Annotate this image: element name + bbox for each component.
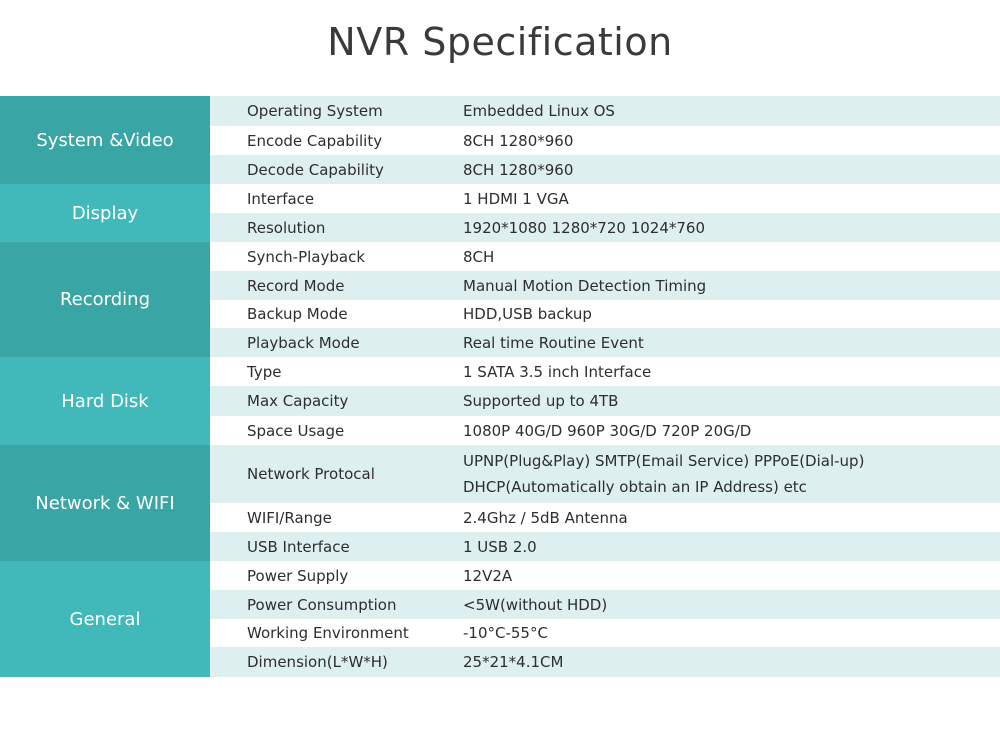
spec-row: WIFI/Range 2.4Ghz / 5dB Antenna bbox=[210, 503, 1000, 532]
spec-name: Playback Mode bbox=[247, 333, 360, 352]
group-label: General bbox=[0, 561, 210, 677]
spec-value-line: 2.4Ghz / 5dB Antenna bbox=[463, 508, 628, 527]
spec-name: Space Usage bbox=[247, 421, 345, 440]
spec-value-line: 1080P 40G/D 960P 30G/D 720P 20G/D bbox=[463, 421, 752, 440]
group-label: Hard Disk bbox=[0, 357, 210, 445]
spec-value: 1 SATA 3.5 inch Interface bbox=[463, 359, 1000, 385]
spec-value: 8CH bbox=[463, 244, 1000, 270]
spec-row: Interface 1 HDMI 1 VGA bbox=[210, 184, 1000, 213]
spec-value: 12V2A bbox=[463, 563, 1000, 589]
spec-value-line: 25*21*4.1CM bbox=[463, 653, 564, 671]
spec-value: -10°C-55°C bbox=[463, 620, 1000, 646]
spec-name: Resolution bbox=[247, 218, 326, 237]
spec-value: Supported up to 4TB bbox=[463, 388, 1000, 414]
spec-value: 2.4Ghz / 5dB Antenna bbox=[463, 505, 1000, 531]
spec-value: Embedded Linux OS bbox=[463, 98, 1000, 124]
spec-row: Playback Mode Real time Routine Event bbox=[210, 328, 1000, 357]
spec-name: Max Capacity bbox=[247, 392, 349, 410]
spec-group-recording: Recording Synch-Playback 8CH Record Mode… bbox=[0, 242, 1000, 357]
group-label: System &Video bbox=[0, 96, 210, 184]
spec-group-general: General Power Supply 12V2A Power Consump… bbox=[0, 561, 1000, 677]
spec-row: Decode Capability 8CH 1280*960 bbox=[210, 155, 1000, 184]
spec-value-line: 12V2A bbox=[463, 566, 513, 585]
spec-name: Power Consumption bbox=[247, 595, 397, 614]
spec-value: 8CH 1280*960 bbox=[463, 128, 1000, 154]
spec-row: Encode Capability 8CH 1280*960 bbox=[210, 126, 1000, 155]
spec-row: Network Protocal UPNP(Plug&Play) SMTP(Em… bbox=[210, 445, 1000, 503]
spec-name: Network Protocal bbox=[247, 465, 375, 483]
group-label: Display bbox=[0, 184, 210, 242]
spec-row: Power Supply 12V2A bbox=[210, 561, 1000, 590]
spec-row: Synch-Playback 8CH bbox=[210, 242, 1000, 271]
spec-value-line: 8CH bbox=[463, 247, 495, 266]
spec-name: Record Mode bbox=[247, 276, 345, 295]
spec-row: Dimension(L*W*H) 25*21*4.1CM bbox=[210, 647, 1000, 677]
spec-value: Real time Routine Event bbox=[463, 330, 1000, 356]
spec-value: Manual Motion Detection Timing bbox=[463, 273, 1000, 299]
spec-name: Dimension(L*W*H) bbox=[247, 653, 388, 671]
spec-value: UPNP(Plug&Play) SMTP(Email Service) PPPo… bbox=[463, 448, 1000, 500]
spec-name: Operating System bbox=[247, 102, 383, 120]
spec-value-line: 8CH 1280*960 bbox=[463, 160, 574, 179]
spec-row: Backup Mode HDD,USB backup bbox=[210, 300, 1000, 328]
spec-value-line: 1 SATA 3.5 inch Interface bbox=[463, 362, 652, 381]
spec-row: Resolution 1920*1080 1280*720 1024*760 bbox=[210, 213, 1000, 242]
spec-value: 1 HDMI 1 VGA bbox=[463, 186, 1000, 212]
spec-name: Power Supply bbox=[247, 566, 349, 585]
spec-group-network-wifi: Network & WIFI Network Protocal UPNP(Plu… bbox=[0, 445, 1000, 561]
spec-value-line: Real time Routine Event bbox=[463, 333, 644, 352]
spec-value: 1080P 40G/D 960P 30G/D 720P 20G/D bbox=[463, 418, 1000, 444]
page-title: NVR Specification bbox=[327, 20, 673, 64]
spec-row: Type 1 SATA 3.5 inch Interface bbox=[210, 357, 1000, 386]
spec-value-line: 1 USB 2.0 bbox=[463, 537, 537, 556]
spec-row: Working Environment -10°C-55°C bbox=[210, 619, 1000, 647]
group-label: Recording bbox=[0, 242, 210, 357]
spec-value: HDD,USB backup bbox=[463, 301, 1000, 327]
spec-value: 1 USB 2.0 bbox=[463, 534, 1000, 560]
spec-value: 25*21*4.1CM bbox=[463, 649, 1000, 675]
spec-name: Working Environment bbox=[247, 624, 409, 642]
spec-value-line: UPNP(Plug&Play) SMTP(Email Service) PPPo… bbox=[463, 452, 865, 470]
spec-value: 8CH 1280*960 bbox=[463, 157, 1000, 183]
spec-group-display: Display Interface 1 HDMI 1 VGA Resolutio… bbox=[0, 184, 1000, 242]
spec-name: Type bbox=[247, 362, 282, 381]
spec-value-line: <5W(without HDD) bbox=[463, 595, 608, 614]
spec-value-line: Embedded Linux OS bbox=[463, 102, 615, 120]
spec-value: 1920*1080 1280*720 1024*760 bbox=[463, 215, 1000, 241]
spec-group-system-video: System &Video Operating System Embedded … bbox=[0, 96, 1000, 184]
spec-row: USB Interface 1 USB 2.0 bbox=[210, 532, 1000, 561]
spec-value-line: 1 HDMI 1 VGA bbox=[463, 189, 569, 208]
spec-row: Max Capacity Supported up to 4TB bbox=[210, 386, 1000, 416]
spec-value-line: Manual Motion Detection Timing bbox=[463, 276, 707, 295]
spec-name: USB Interface bbox=[247, 537, 350, 556]
group-label: Network & WIFI bbox=[0, 445, 210, 561]
spec-value-line: Supported up to 4TB bbox=[463, 392, 619, 410]
spec-name: Decode Capability bbox=[247, 160, 384, 179]
spec-value-line: DHCP(Automatically obtain an IP Address)… bbox=[463, 478, 807, 496]
spec-value-line: HDD,USB backup bbox=[463, 305, 592, 323]
spec-row: Space Usage 1080P 40G/D 960P 30G/D 720P … bbox=[210, 416, 1000, 445]
spec-value-line: -10°C-55°C bbox=[463, 624, 548, 642]
spec-name: Backup Mode bbox=[247, 305, 348, 323]
spec-row: Operating System Embedded Linux OS bbox=[210, 96, 1000, 126]
spec-row: Power Consumption <5W(without HDD) bbox=[210, 590, 1000, 619]
spec-name: WIFI/Range bbox=[247, 508, 332, 527]
spec-name: Encode Capability bbox=[247, 131, 383, 150]
spec-value: <5W(without HDD) bbox=[463, 592, 1000, 618]
spec-name: Synch-Playback bbox=[247, 247, 366, 266]
spec-group-hard-disk: Hard Disk Type 1 SATA 3.5 inch Interface… bbox=[0, 357, 1000, 445]
spec-value-line: 8CH 1280*960 bbox=[463, 131, 574, 150]
spec-row: Record Mode Manual Motion Detection Timi… bbox=[210, 271, 1000, 300]
spec-table: System &Video Operating System Embedded … bbox=[0, 96, 1000, 677]
spec-value-line: 1920*1080 1280*720 1024*760 bbox=[463, 218, 705, 237]
spec-name: Interface bbox=[247, 189, 315, 208]
